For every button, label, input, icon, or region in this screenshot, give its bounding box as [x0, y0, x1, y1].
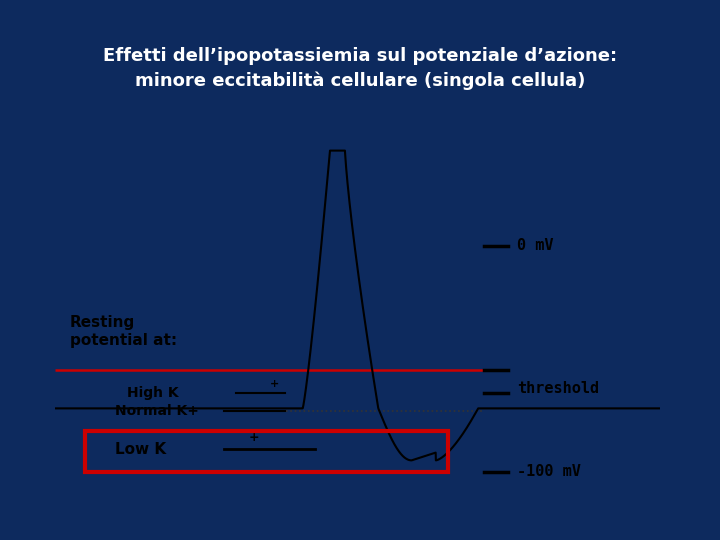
Text: Resting
potential at:: Resting potential at:: [70, 315, 177, 348]
Text: +: +: [248, 431, 259, 444]
Text: Effetti dell’ipopotassiemia sul potenziale d’azione:
minore eccitabilità cellula: Effetti dell’ipopotassiemia sul potenzia…: [103, 46, 617, 91]
Text: High K: High K: [127, 386, 179, 400]
Text: +: +: [269, 379, 279, 388]
Text: 0 mV: 0 mV: [518, 238, 554, 253]
Text: -100 mV: -100 mV: [518, 464, 581, 479]
Text: Normal K+: Normal K+: [115, 403, 199, 417]
Text: Low K: Low K: [115, 442, 166, 457]
Text: threshold: threshold: [518, 381, 600, 395]
Bar: [85, 431, 448, 472]
